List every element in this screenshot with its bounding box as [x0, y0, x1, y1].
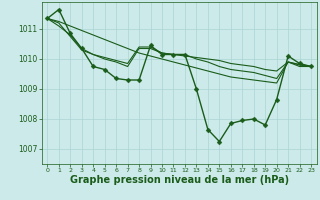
- X-axis label: Graphe pression niveau de la mer (hPa): Graphe pression niveau de la mer (hPa): [70, 175, 289, 185]
